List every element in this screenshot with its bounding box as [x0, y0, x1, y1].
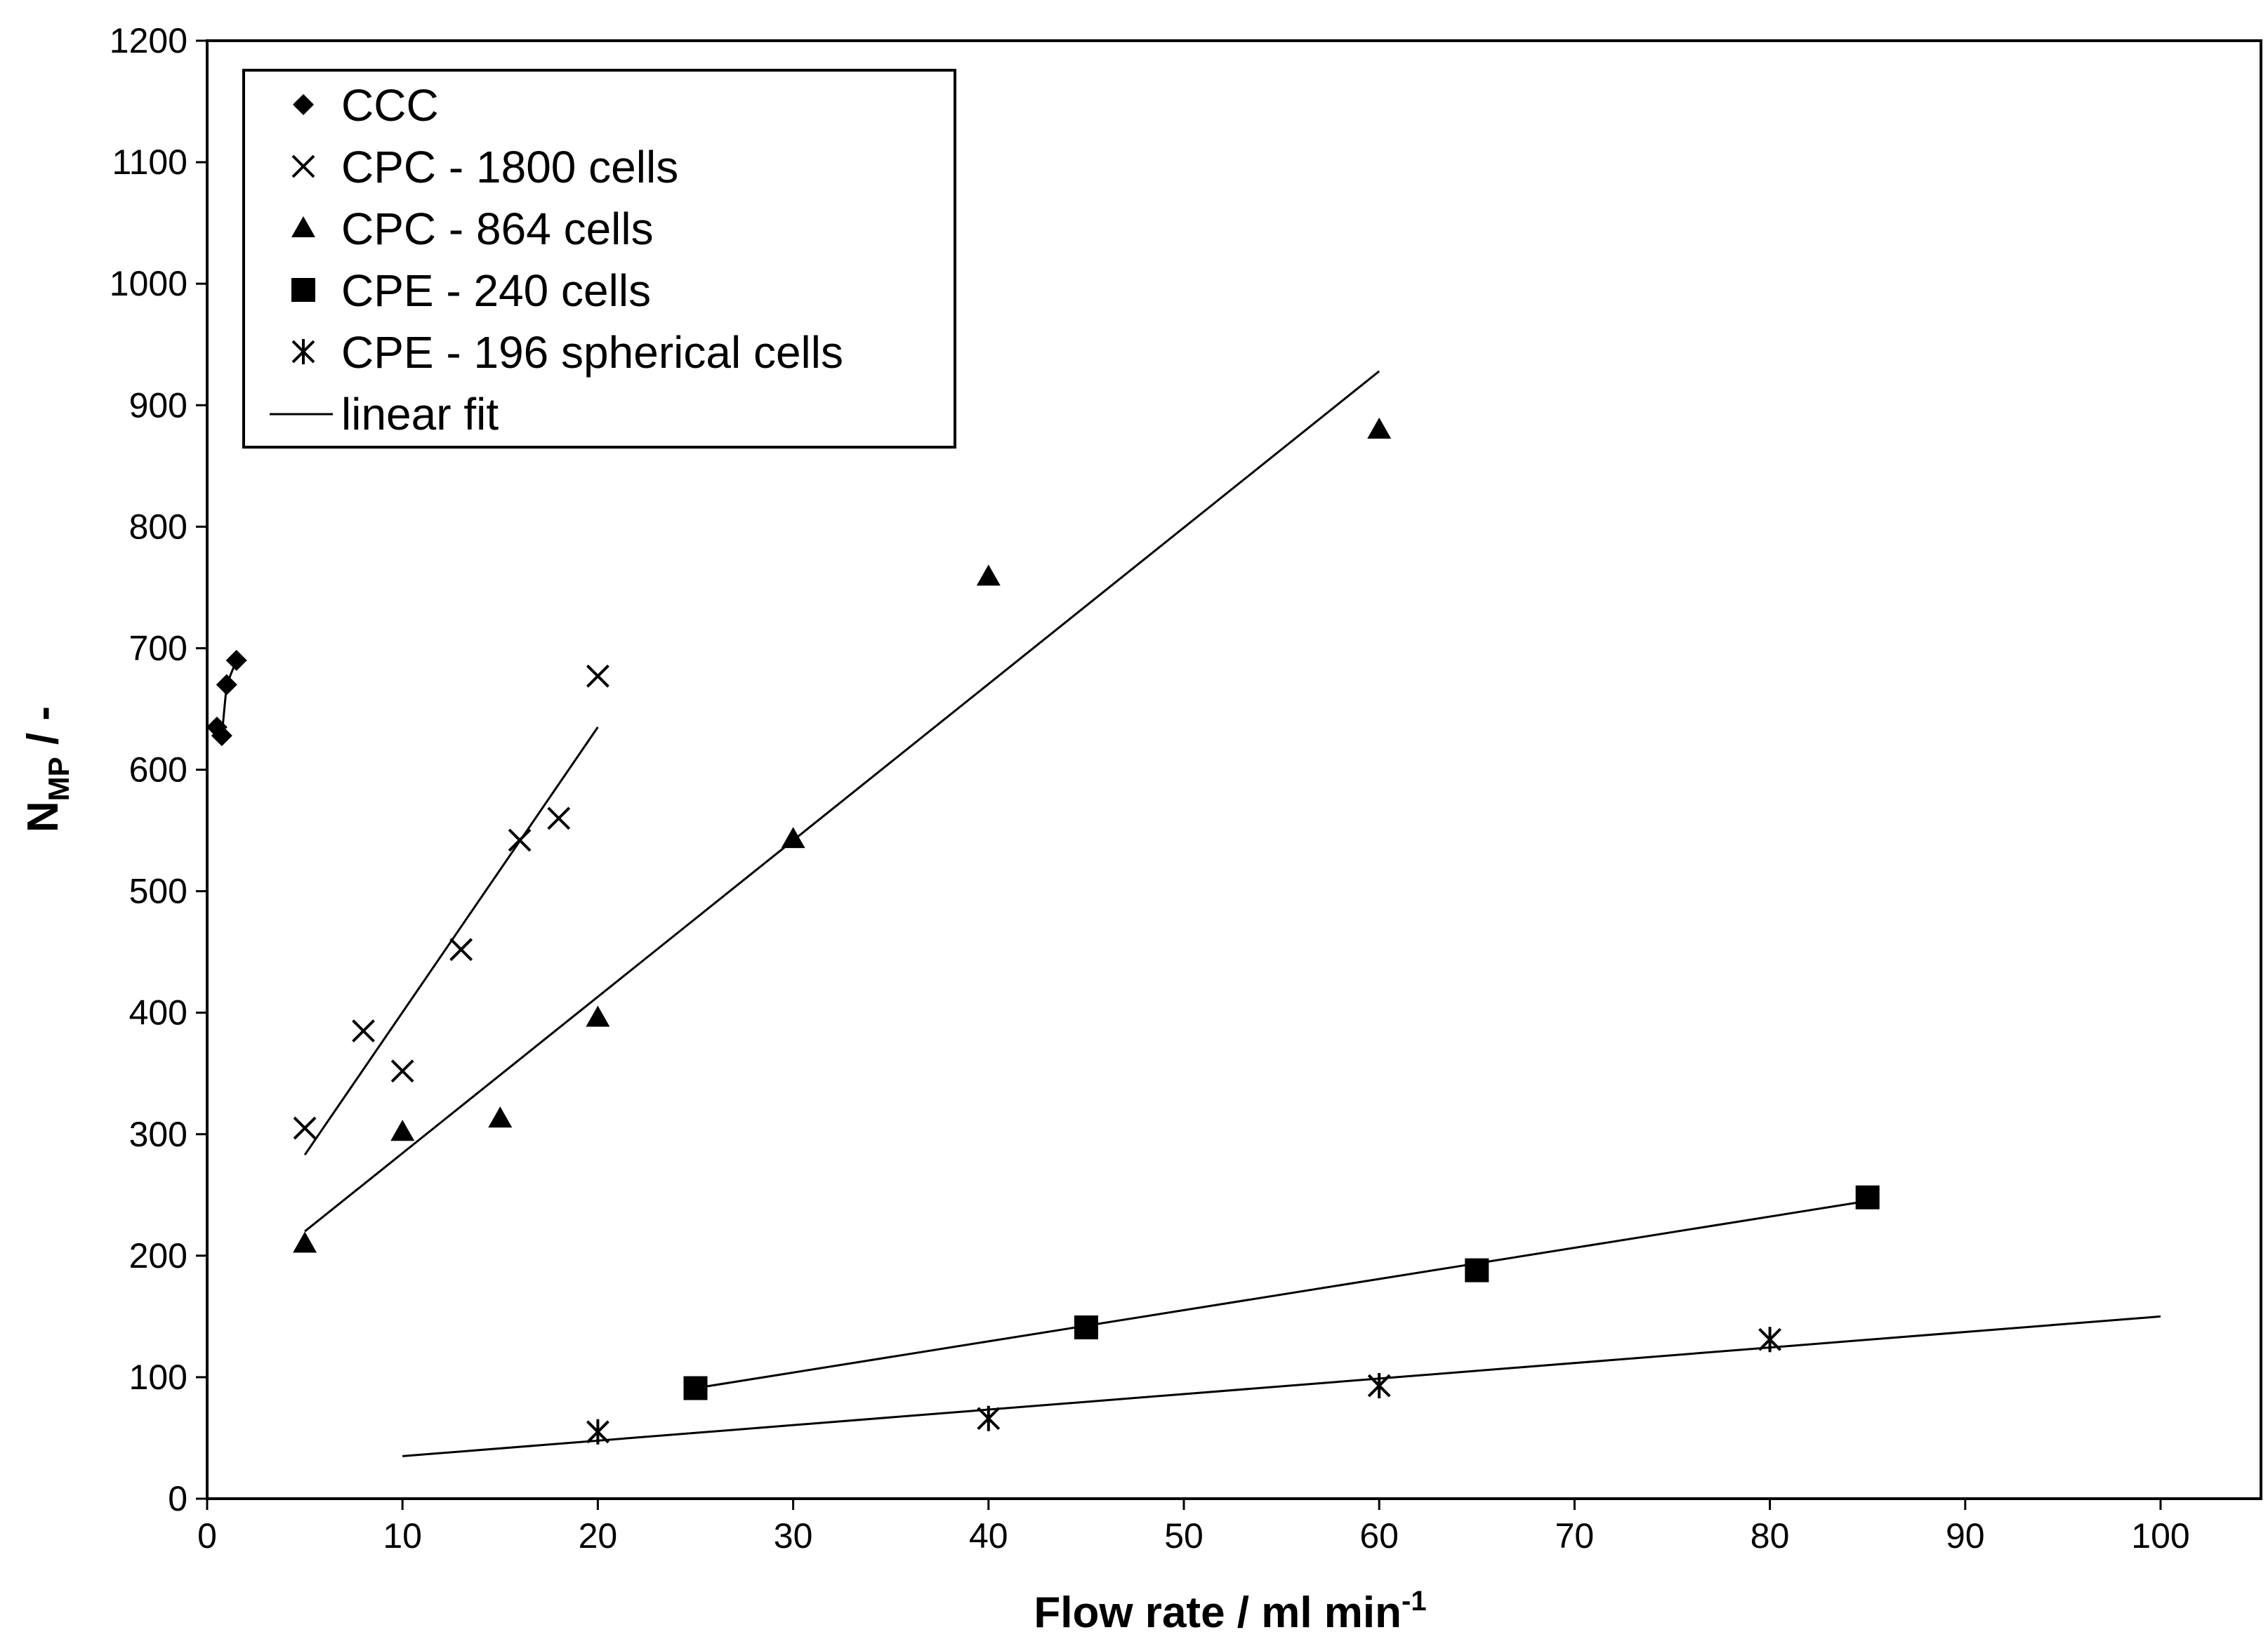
data-point-series-4 — [1367, 1373, 1391, 1399]
fit-line-series-2 — [304, 370, 1380, 1233]
data-point-series-4 — [1758, 1327, 1782, 1353]
data-point-series-0 — [225, 649, 247, 671]
y-tick-label: 900 — [129, 385, 187, 425]
data-markers — [206, 417, 1880, 1445]
x-tick-label: 30 — [774, 1516, 813, 1556]
data-point-series-1 — [390, 1059, 414, 1083]
data-point-series-2 — [293, 1231, 317, 1253]
y-tick-label: 400 — [129, 993, 187, 1033]
data-point-series-1 — [293, 1116, 317, 1140]
y-tick-label: 200 — [129, 1236, 187, 1275]
x-tick-label: 20 — [579, 1516, 618, 1556]
data-point-series-0 — [211, 725, 232, 747]
data-point-series-3 — [683, 1376, 708, 1400]
data-point-series-2 — [781, 827, 805, 849]
legend-label-series-2: CPC - 864 cells — [341, 204, 654, 254]
y-tick-label: 800 — [129, 507, 187, 546]
x-tick-label: 60 — [1359, 1516, 1399, 1556]
data-point-series-1 — [586, 664, 609, 688]
data-point-series-4 — [586, 1419, 609, 1445]
legend-marker-series-3 — [291, 278, 315, 302]
fit-lines — [216, 370, 2161, 1457]
legend-items: CCC CPC - 1800 cells CPC - 864 cells CPE - … — [270, 80, 843, 439]
y-tick-label: 600 — [129, 750, 187, 790]
x-axis-title-main: Flow rate / ml min — [1034, 1589, 1402, 1637]
data-point-series-2 — [976, 564, 1001, 586]
data-point-series-1 — [449, 938, 473, 962]
x-tick-label: 40 — [969, 1516, 1008, 1556]
legend-box — [242, 69, 956, 449]
legend-marker-series-2 — [291, 216, 315, 237]
x-tick-label: 100 — [2131, 1516, 2189, 1556]
y-axis-title: NMP / - — [19, 706, 75, 833]
x-axis-title-sup: -1 — [1402, 1586, 1427, 1617]
data-point-series-1 — [352, 1019, 375, 1043]
legend-label-series-3: CPE - 240 cells — [341, 265, 651, 316]
axis-ticks: 0 10 20 30 40 50 60 70 80 90 100010020030040050060… — [110, 21, 2190, 1556]
y-tick-label: 1000 — [110, 264, 187, 303]
legend-label-series-0: CCC — [341, 80, 439, 131]
fit-line-series-4 — [402, 1315, 2161, 1457]
y-tick-label: 300 — [129, 1115, 187, 1154]
data-point-series-2 — [1367, 417, 1392, 439]
y-tick-label: 0 — [168, 1479, 187, 1518]
x-tick-label: 10 — [383, 1516, 422, 1556]
y-tick-label: 700 — [129, 628, 187, 668]
data-point-series-3 — [1855, 1185, 1880, 1209]
legend-marker-series-0 — [293, 94, 314, 115]
data-point-series-4 — [977, 1405, 1001, 1431]
data-point-series-3 — [1074, 1315, 1098, 1339]
y-axis-title-sub: MP — [42, 757, 75, 801]
y-axis-title-suffix: / - — [19, 706, 67, 757]
data-point-series-2 — [488, 1106, 513, 1128]
legend-label-series-4: CPE - 196 spherical cells — [341, 327, 843, 378]
y-tick-label: 500 — [129, 872, 187, 911]
legend-label-fit: linear fit — [341, 389, 499, 439]
data-point-series-0 — [216, 674, 237, 696]
fit-line-series-3 — [695, 1200, 1868, 1389]
x-tick-label: 90 — [1946, 1516, 1985, 1556]
y-axis-title-main: N — [19, 801, 67, 833]
y-tick-label: 1200 — [110, 21, 187, 60]
data-point-series-2 — [586, 1005, 610, 1027]
data-point-series-2 — [390, 1120, 415, 1141]
data-point-series-1 — [547, 807, 571, 830]
legend-label-series-1: CPC - 1800 cells — [341, 142, 678, 192]
x-tick-label: 80 — [1751, 1516, 1790, 1556]
data-point-series-1 — [508, 828, 532, 852]
legend: CCC CPC - 1800 cells CPC - 864 cells CPE - … — [242, 69, 956, 449]
data-point-series-3 — [1465, 1258, 1489, 1282]
y-tick-label: 1100 — [112, 142, 187, 182]
x-tick-label: 70 — [1555, 1516, 1595, 1556]
legend-marker-series-4 — [291, 339, 315, 364]
x-axis-title: Flow rate / ml min-1 — [1034, 1586, 1426, 1637]
legend-marker-series-1 — [291, 154, 315, 178]
x-tick-label: 50 — [1164, 1516, 1204, 1556]
y-tick-label: 100 — [129, 1358, 187, 1397]
x-tick-label: 0 — [197, 1516, 217, 1556]
